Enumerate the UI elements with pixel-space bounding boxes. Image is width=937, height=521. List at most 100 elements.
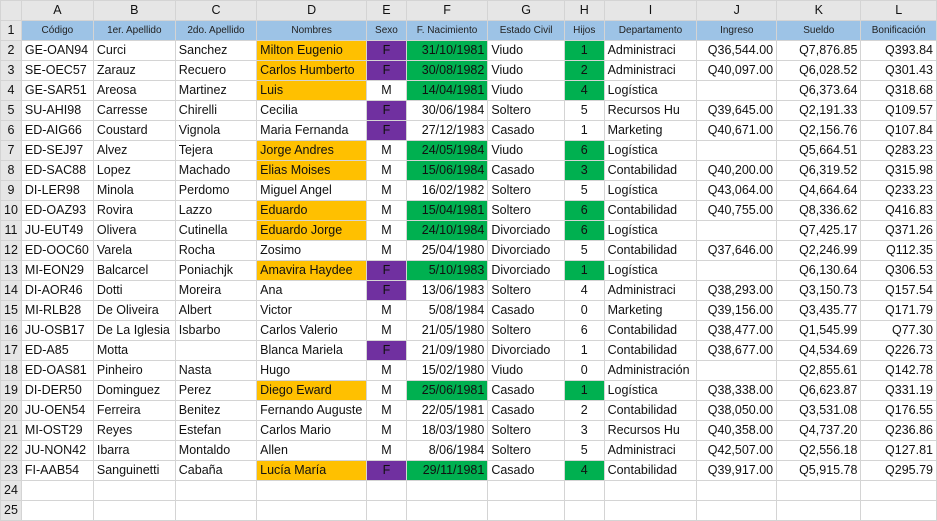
cell-sueldo[interactable]: Q1,545.99 <box>776 320 862 341</box>
cell-fnac[interactable]: 25/06/1981 <box>405 380 489 401</box>
cell-ap1[interactable]: De Oliveira <box>92 300 176 321</box>
cell-sueldo[interactable]: Q4,664.64 <box>776 180 862 201</box>
cell-fnac[interactable]: 5/08/1984 <box>405 300 489 321</box>
header-cell[interactable]: F. Nacimiento <box>405 20 489 41</box>
cell-sueldo[interactable]: Q3,531.08 <box>776 400 862 421</box>
cell-bonif[interactable]: Q331.19 <box>860 380 937 401</box>
cell-nombres[interactable]: Maria Fernanda <box>256 120 368 141</box>
row-number[interactable]: 14 <box>0 280 22 301</box>
cell-depto[interactable]: Contabilidad <box>603 400 698 421</box>
cell-hijos[interactable]: 2 <box>563 400 605 421</box>
cell-ingreso[interactable]: Q43,064.00 <box>696 180 778 201</box>
cell-fnac[interactable]: 18/03/1980 <box>405 420 489 441</box>
cell-codigo[interactable]: ED-SEJ97 <box>20 140 94 161</box>
cell-fnac[interactable]: 16/02/1982 <box>405 180 489 201</box>
cell-depto[interactable]: Recursos Hu <box>603 100 698 121</box>
cell-ingreso[interactable]: Q38,477.00 <box>696 320 778 341</box>
cell-nombres[interactable]: Ana <box>256 280 368 301</box>
cell-bonif[interactable]: Q233.23 <box>860 180 937 201</box>
cell-ap2[interactable]: Cabaña <box>174 460 258 481</box>
cell-nombres[interactable]: Carlos Valerio <box>256 320 368 341</box>
cell-ap2[interactable]: Nasta <box>174 360 258 381</box>
cell-sexo[interactable]: M <box>366 180 407 201</box>
cell-nombres[interactable]: Zosimo <box>256 240 368 261</box>
row-number[interactable]: 12 <box>0 240 22 261</box>
cell-sueldo[interactable]: Q2,556.18 <box>776 440 862 461</box>
cell-codigo[interactable]: JU-NON42 <box>20 440 94 461</box>
cell-codigo[interactable]: ED-AIG66 <box>20 120 94 141</box>
cell-estado[interactable]: Divorciado <box>487 340 565 361</box>
cell-ap1[interactable]: Pinheiro <box>92 360 176 381</box>
cell-hijos[interactable]: 1 <box>563 260 605 281</box>
cell-codigo[interactable]: DI-AOR46 <box>20 280 94 301</box>
row-number[interactable]: 15 <box>0 300 22 321</box>
cell-bonif[interactable]: Q109.57 <box>860 100 937 121</box>
row-number[interactable]: 23 <box>0 460 22 481</box>
cell-hijos[interactable]: 6 <box>563 200 605 221</box>
header-cell[interactable]: Código <box>20 20 94 41</box>
cell-nombres[interactable]: Lucía María <box>256 460 368 481</box>
cell-hijos[interactable]: 5 <box>563 440 605 461</box>
cell-nombres[interactable]: Eduardo <box>256 200 368 221</box>
cell-ap2[interactable]: Poniachjk <box>174 260 258 281</box>
cell-depto[interactable]: Contabilidad <box>603 160 698 181</box>
cell-sueldo[interactable]: Q7,425.17 <box>776 220 862 241</box>
cell-depto[interactable]: Marketing <box>603 120 698 141</box>
empty-cell[interactable] <box>776 500 862 521</box>
cell-bonif[interactable]: Q393.84 <box>860 40 937 61</box>
cell-sueldo[interactable]: Q6,130.64 <box>776 260 862 281</box>
empty-cell[interactable] <box>256 500 368 521</box>
cell-nombres[interactable]: Blanca Mariela <box>256 340 368 361</box>
cell-nombres[interactable]: Allen <box>256 440 368 461</box>
header-cell[interactable]: Departamento <box>603 20 698 41</box>
empty-cell[interactable] <box>860 500 937 521</box>
cell-depto[interactable]: Administración <box>603 360 698 381</box>
cell-estado[interactable]: Viudo <box>487 360 565 381</box>
header-cell[interactable]: Sexo <box>366 20 407 41</box>
cell-bonif[interactable]: Q112.35 <box>860 240 937 261</box>
cell-depto[interactable]: Contabilidad <box>603 340 698 361</box>
cell-ap1[interactable]: Dotti <box>92 280 176 301</box>
cell-ap1[interactable]: Areosa <box>92 80 176 101</box>
cell-fnac[interactable]: 22/05/1981 <box>405 400 489 421</box>
cell-codigo[interactable]: JU-OEN54 <box>20 400 94 421</box>
cell-codigo[interactable]: ED-OAS81 <box>20 360 94 381</box>
cell-estado[interactable]: Soltero <box>487 100 565 121</box>
cell-ap1[interactable]: Olivera <box>92 220 176 241</box>
cell-sueldo[interactable]: Q2,855.61 <box>776 360 862 381</box>
cell-hijos[interactable]: 6 <box>563 320 605 341</box>
cell-sexo[interactable]: M <box>366 80 407 101</box>
cell-ingreso[interactable] <box>696 140 778 161</box>
cell-sueldo[interactable]: Q4,737.20 <box>776 420 862 441</box>
cell-ingreso[interactable]: Q37,646.00 <box>696 240 778 261</box>
cell-ap2[interactable]: Rocha <box>174 240 258 261</box>
cell-sexo[interactable]: M <box>366 400 407 421</box>
cell-sueldo[interactable]: Q6,028.52 <box>776 60 862 81</box>
cell-ap1[interactable]: Lopez <box>92 160 176 181</box>
cell-ingreso[interactable] <box>696 360 778 381</box>
column-header-g[interactable]: G <box>487 0 565 21</box>
cell-depto[interactable]: Logística <box>603 220 698 241</box>
cell-codigo[interactable]: GE-OAN94 <box>20 40 94 61</box>
row-number[interactable]: 13 <box>0 260 22 281</box>
cell-sueldo[interactable]: Q6,373.64 <box>776 80 862 101</box>
cell-sexo[interactable]: M <box>366 220 407 241</box>
cell-estado[interactable]: Divorciado <box>487 260 565 281</box>
cell-bonif[interactable]: Q318.68 <box>860 80 937 101</box>
column-header-l[interactable]: L <box>860 0 937 21</box>
cell-fnac[interactable]: 27/12/1983 <box>405 120 489 141</box>
cell-bonif[interactable]: Q295.79 <box>860 460 937 481</box>
cell-sueldo[interactable]: Q3,150.73 <box>776 280 862 301</box>
cell-ingreso[interactable]: Q38,338.00 <box>696 380 778 401</box>
cell-ap1[interactable]: Dominguez <box>92 380 176 401</box>
row-number[interactable]: 20 <box>0 400 22 421</box>
column-header-k[interactable]: K <box>776 0 862 21</box>
cell-hijos[interactable]: 2 <box>563 60 605 81</box>
cell-hijos[interactable]: 5 <box>563 100 605 121</box>
row-number[interactable]: 22 <box>0 440 22 461</box>
cell-depto[interactable]: Recursos Hu <box>603 420 698 441</box>
cell-ap2[interactable]: Martinez <box>174 80 258 101</box>
header-cell[interactable]: Ingreso <box>696 20 778 41</box>
cell-nombres[interactable]: Amavira Haydee <box>256 260 368 281</box>
empty-cell[interactable] <box>563 500 605 521</box>
